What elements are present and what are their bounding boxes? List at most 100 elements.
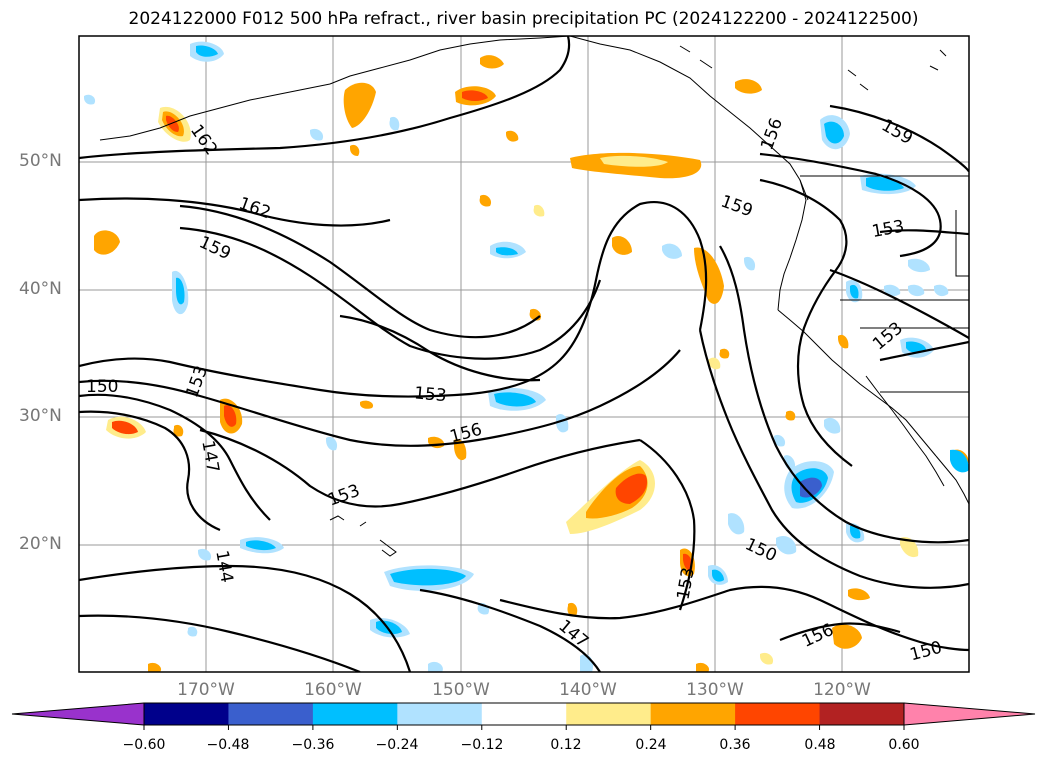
colorbar-segment bbox=[228, 703, 314, 725]
colorbar-extend-high bbox=[904, 703, 1035, 725]
precip-negative-area bbox=[376, 620, 402, 635]
contour-159-north bbox=[79, 197, 391, 227]
precip-negative-area bbox=[390, 568, 466, 586]
colorbar-tick-label: −0.24 bbox=[375, 737, 419, 753]
precipitation-shading bbox=[84, 41, 969, 672]
precip-negative-area bbox=[906, 341, 926, 353]
colorbar-tick-label: −0.12 bbox=[460, 737, 504, 753]
lon-label-130w: 130°W bbox=[686, 680, 744, 700]
contour-156-belt bbox=[79, 349, 681, 447]
map-title: 2024122000 F012 500 hPa refract., river … bbox=[128, 9, 919, 29]
contour-153-baja bbox=[879, 340, 969, 362]
coastline-aleutians bbox=[99, 83, 331, 141]
contour-144-south bbox=[79, 564, 412, 672]
colorbar-segment bbox=[650, 703, 736, 725]
precip-negative-area bbox=[389, 116, 400, 131]
contour-150-pacnw bbox=[829, 268, 969, 339]
precip-negative-area bbox=[176, 277, 185, 305]
colorbar-tick-label: −0.48 bbox=[206, 737, 250, 753]
contour-label: 150 bbox=[86, 377, 118, 397]
colorbar-segment bbox=[481, 703, 567, 725]
precip-negative-area bbox=[662, 243, 682, 259]
contour-150-south bbox=[499, 585, 969, 652]
contour-153-belt bbox=[79, 201, 708, 398]
precip-negative-area bbox=[246, 540, 276, 551]
precip-negative-area bbox=[326, 436, 338, 451]
contour-150-west bbox=[79, 393, 271, 521]
precip-positive-area bbox=[166, 115, 179, 132]
colorbar-tick-label: 0.48 bbox=[804, 737, 836, 753]
contour-153-ne bbox=[879, 229, 969, 236]
coastline-california bbox=[777, 309, 937, 457]
coastline-islands bbox=[679, 45, 947, 91]
colorbar-segment bbox=[144, 703, 229, 725]
precip-negative-area bbox=[84, 94, 96, 105]
colorbar-tick-label: 0.60 bbox=[888, 737, 920, 753]
coastline-hawaii bbox=[329, 515, 397, 557]
precip-positive-area bbox=[148, 662, 162, 672]
colorbar-tick-label: −0.36 bbox=[291, 737, 335, 753]
colorbar bbox=[11, 702, 1036, 730]
precip-positive-area bbox=[173, 424, 184, 437]
coastline-mexico bbox=[935, 455, 969, 505]
precip-positive-area bbox=[533, 204, 545, 217]
precip-positive-area bbox=[224, 405, 237, 427]
contour-156-loop bbox=[339, 314, 541, 382]
contour-156-east bbox=[759, 178, 853, 467]
precip-positive-area bbox=[506, 130, 519, 142]
precip-negative-area bbox=[428, 661, 443, 672]
precip-negative-area bbox=[728, 513, 745, 535]
precip-negative-area bbox=[776, 535, 797, 555]
contour-147-west bbox=[79, 410, 221, 532]
precip-negative-area bbox=[494, 392, 536, 407]
precip-positive-area bbox=[696, 662, 710, 672]
precip-positive-area bbox=[719, 348, 730, 359]
precip-positive-area bbox=[615, 473, 648, 504]
precip-negative-area bbox=[934, 284, 949, 297]
contour-162-north bbox=[79, 36, 571, 160]
contour-label: 153 bbox=[413, 383, 447, 406]
colorbar-tick-label: −0.60 bbox=[122, 737, 166, 753]
precip-negative-area bbox=[774, 434, 786, 447]
precip-positive-area bbox=[479, 194, 492, 207]
precip-positive-area bbox=[112, 420, 138, 435]
colorbar-tick-label: 0.36 bbox=[719, 737, 751, 753]
precip-negative-area bbox=[496, 247, 518, 256]
precip-positive-area bbox=[343, 82, 376, 128]
precip-positive-area bbox=[838, 334, 849, 349]
precip-negative-area bbox=[850, 284, 859, 299]
precip-negative-area bbox=[884, 284, 901, 297]
precip-positive-area bbox=[612, 235, 632, 255]
precip-positive-area bbox=[832, 624, 862, 649]
lon-label-140w: 140°W bbox=[559, 680, 617, 700]
contour-153-lower bbox=[639, 439, 696, 611]
precip-negative-area bbox=[744, 256, 756, 271]
precip-negative-area bbox=[950, 449, 969, 473]
precip-positive-area bbox=[694, 247, 724, 304]
precip-positive-area bbox=[600, 155, 668, 167]
precip-positive-area bbox=[462, 90, 488, 101]
colorbar-segment bbox=[566, 703, 652, 725]
contour-159-ne bbox=[829, 104, 969, 173]
colorbar-segment bbox=[397, 703, 483, 725]
precip-positive-area bbox=[760, 652, 774, 665]
contour-159-east bbox=[759, 152, 942, 258]
precip-negative-area bbox=[187, 626, 198, 637]
precip-negative-area bbox=[310, 128, 324, 141]
precip-positive-area bbox=[683, 553, 693, 571]
colorbar-extend-low bbox=[12, 703, 144, 725]
coastline-baja bbox=[865, 375, 945, 487]
plot-frame bbox=[78, 35, 970, 673]
precip-negative-area bbox=[800, 477, 822, 498]
contour-159-mid bbox=[179, 226, 602, 360]
precip-negative-area bbox=[908, 284, 925, 297]
colorbar-frame bbox=[143, 702, 905, 726]
colorbar-segment bbox=[312, 703, 398, 725]
contour-156-se bbox=[779, 622, 901, 642]
precip-negative-area bbox=[866, 176, 904, 191]
lat-label-50n: 50°N bbox=[19, 151, 62, 171]
lon-label-150w: 150°W bbox=[432, 680, 490, 700]
lat-label-20n: 20°N bbox=[19, 534, 62, 554]
lon-label-120w: 120°W bbox=[813, 680, 871, 700]
